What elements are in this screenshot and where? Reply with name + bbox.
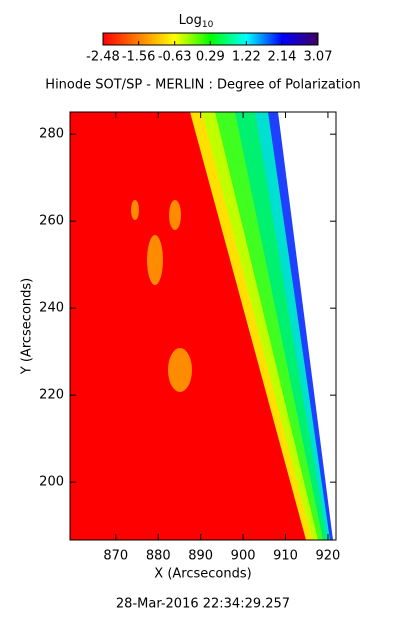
y-tick-label: 280 (39, 127, 64, 142)
colorbar-tick-label: 0.29 (196, 50, 225, 65)
y-tick-label: 220 (39, 388, 64, 403)
colorbar-label-subscript: 10 (202, 20, 214, 30)
colorbar-tick-label: 1.22 (232, 50, 261, 65)
x-tick-label: 870 (103, 549, 128, 564)
colorbar-tick-label: 2.14 (267, 50, 296, 65)
x-tick-label: 900 (231, 549, 256, 564)
colorbar-tick-label: -1.56 (122, 50, 156, 65)
chart-title: Hinode SOT/SP - MERLIN : Degree of Polar… (45, 78, 360, 93)
colorbar-label-base: Log (179, 13, 202, 28)
colorbar-tick-label: -0.63 (158, 50, 192, 65)
y-tick-label: 200 (39, 475, 64, 490)
x-tick-label: 910 (273, 549, 298, 564)
x-tick-label: 880 (146, 549, 171, 564)
x-axis-label: X (Arcseconds) (154, 567, 251, 582)
plot-frame (69, 111, 337, 541)
x-tick-label: 890 (188, 549, 213, 564)
y-tick-label: 240 (39, 301, 64, 316)
colorbar-label: Log10 (179, 13, 214, 30)
y-tick-label: 260 (39, 214, 64, 229)
footer: 28-Mar-2016 22:34:29.257 (116, 597, 290, 612)
colorbar-tick-label: -2.48 (86, 50, 120, 65)
x-tick-label: 920 (316, 549, 341, 564)
colorbar-tick-label: 3.07 (304, 50, 333, 65)
y-axis-label: Y (Arcseconds) (20, 278, 35, 375)
map (70, 112, 336, 540)
